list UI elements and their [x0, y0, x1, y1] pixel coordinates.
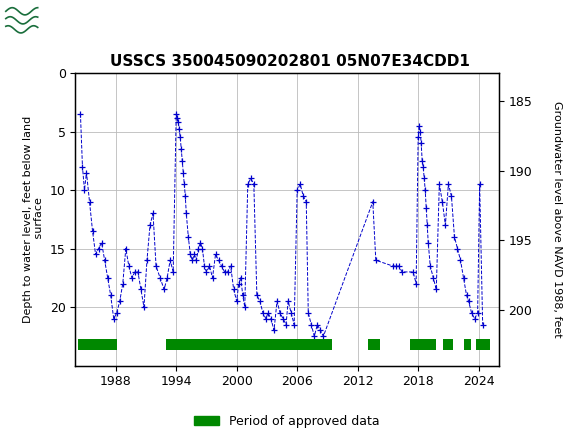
FancyBboxPatch shape	[5, 3, 68, 42]
Y-axis label: Groundwater level above NAVD 1988, feet: Groundwater level above NAVD 1988, feet	[552, 101, 562, 338]
Y-axis label: Depth to water level, feet below land
 surface: Depth to water level, feet below land su…	[23, 116, 44, 323]
Legend: Period of approved data: Period of approved data	[189, 410, 385, 430]
Text: USSCS 350045090202801 05N07E34CDD1: USSCS 350045090202801 05N07E34CDD1	[110, 54, 470, 69]
Text: USGS: USGS	[44, 14, 99, 31]
